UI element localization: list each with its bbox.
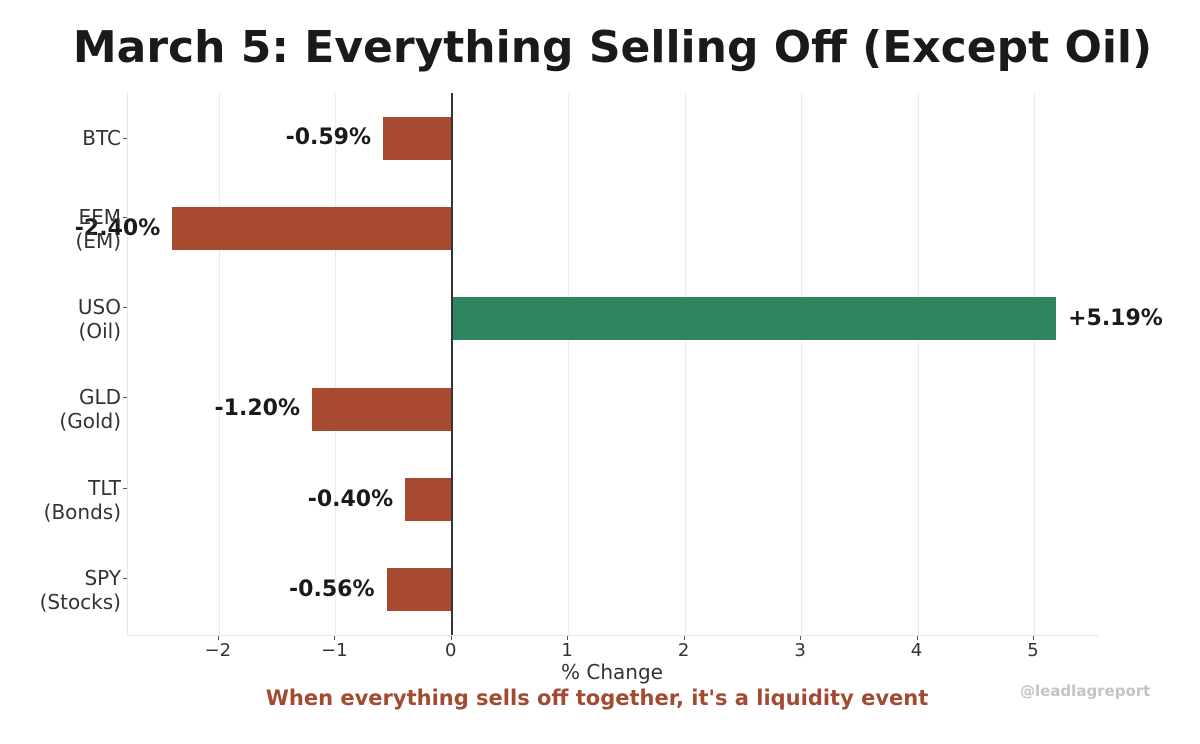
x-tick-mark [1032, 636, 1034, 640]
y-tick-mark [123, 487, 127, 489]
x-tick-label: 3 [794, 640, 806, 661]
value-label: -0.40% [307, 486, 394, 512]
x-gridline [684, 93, 686, 635]
x-tick-label: 2 [677, 640, 690, 661]
y-tick-mark [123, 306, 127, 308]
x-tick-mark [217, 636, 219, 640]
x-tick-mark [450, 636, 452, 640]
x-tick-mark [334, 636, 336, 640]
bar-uso [451, 297, 1057, 341]
x-gridline [1033, 93, 1035, 635]
y-tick-mark [123, 216, 127, 218]
y-tick-label: EEM (EM) [75, 204, 122, 253]
x-tick-mark [683, 636, 685, 640]
y-tick-label: GLD (Gold) [59, 385, 121, 434]
value-label: -0.59% [285, 125, 372, 151]
x-axis-title: % Change [561, 660, 663, 684]
x-tick-label: 4 [910, 640, 923, 661]
y-tick-mark [123, 577, 127, 579]
x-tick-mark [916, 636, 918, 640]
bar-eem [172, 207, 452, 250]
x-gridline [335, 93, 337, 635]
x-gridline [218, 93, 220, 635]
x-gridline [801, 93, 803, 635]
x-gridline [568, 93, 570, 635]
x-tick-label: −2 [204, 640, 232, 661]
zero-axis-line [451, 93, 453, 635]
chart-subtitle: When everything sells off together, it's… [265, 686, 929, 710]
y-tick-mark [123, 397, 127, 399]
y-tick-mark [123, 138, 127, 140]
chart-title: March 5: Everything Selling Off (Except … [72, 22, 1153, 73]
bar-spy [386, 568, 452, 612]
x-tick-label: 1 [561, 640, 573, 661]
y-tick-label: BTC [82, 126, 121, 151]
x-tick-label: 5 [1027, 640, 1039, 661]
x-tick-mark [800, 636, 802, 640]
watermark: @leadlagreport [1020, 682, 1151, 700]
value-label: +5.19% [1068, 305, 1163, 331]
y-tick-label: TLT (Bonds) [43, 475, 121, 524]
bar-btc [383, 116, 452, 160]
bar-gld [311, 387, 452, 431]
plot-area: -0.59% -2.40% +5.19% -1.20% -0.40% -0.56% [75, 93, 1163, 636]
x-tick-label: −1 [320, 640, 348, 661]
x-tick-mark [567, 636, 569, 640]
value-label: -1.20% [214, 396, 300, 422]
bar-tlt [405, 478, 452, 521]
x-tick-label: 0 [444, 640, 457, 661]
y-tick-label: SPY (Stocks) [39, 565, 121, 614]
value-label: -2.40% [74, 215, 161, 241]
y-tick-label: USO (Oil) [77, 294, 121, 343]
x-gridline [917, 93, 919, 635]
value-label: -0.56% [289, 576, 375, 602]
